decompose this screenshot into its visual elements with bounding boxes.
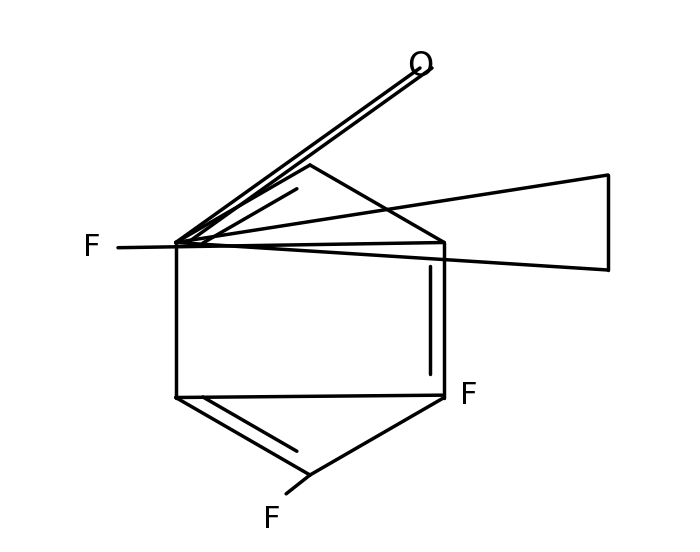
Text: O: O [407,50,433,83]
Text: F: F [83,233,100,263]
Text: F: F [460,380,477,410]
Text: F: F [263,505,281,534]
